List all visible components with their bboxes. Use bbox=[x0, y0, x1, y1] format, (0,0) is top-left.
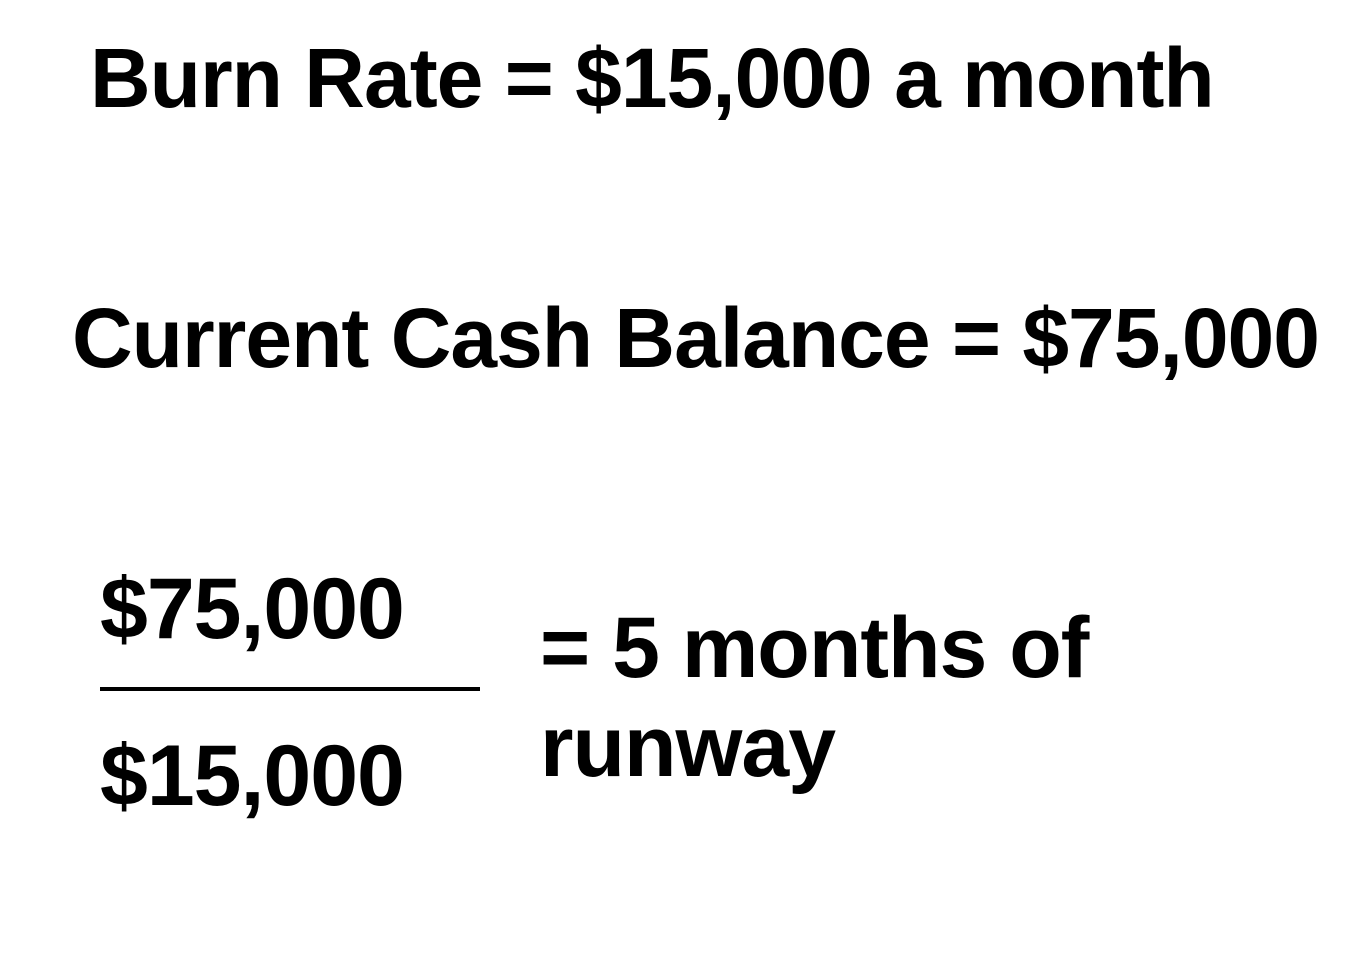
slide: Burn Rate = $15,000 a month Current Cash… bbox=[0, 0, 1352, 974]
fraction-denominator: $15,000 bbox=[100, 727, 404, 826]
fraction-bar bbox=[100, 687, 480, 691]
runway-equation: $75,000 $15,000 = 5 months of runway bbox=[100, 560, 1352, 826]
fraction-stack: $75,000 $15,000 bbox=[100, 560, 480, 826]
fraction-numerator: $75,000 bbox=[100, 560, 404, 659]
cash-balance-text: Current Cash Balance = $75,000 bbox=[72, 290, 1319, 387]
burn-rate-text: Burn Rate = $15,000 a month bbox=[90, 30, 1214, 127]
runway-result-text: = 5 months of runway bbox=[540, 599, 1352, 797]
